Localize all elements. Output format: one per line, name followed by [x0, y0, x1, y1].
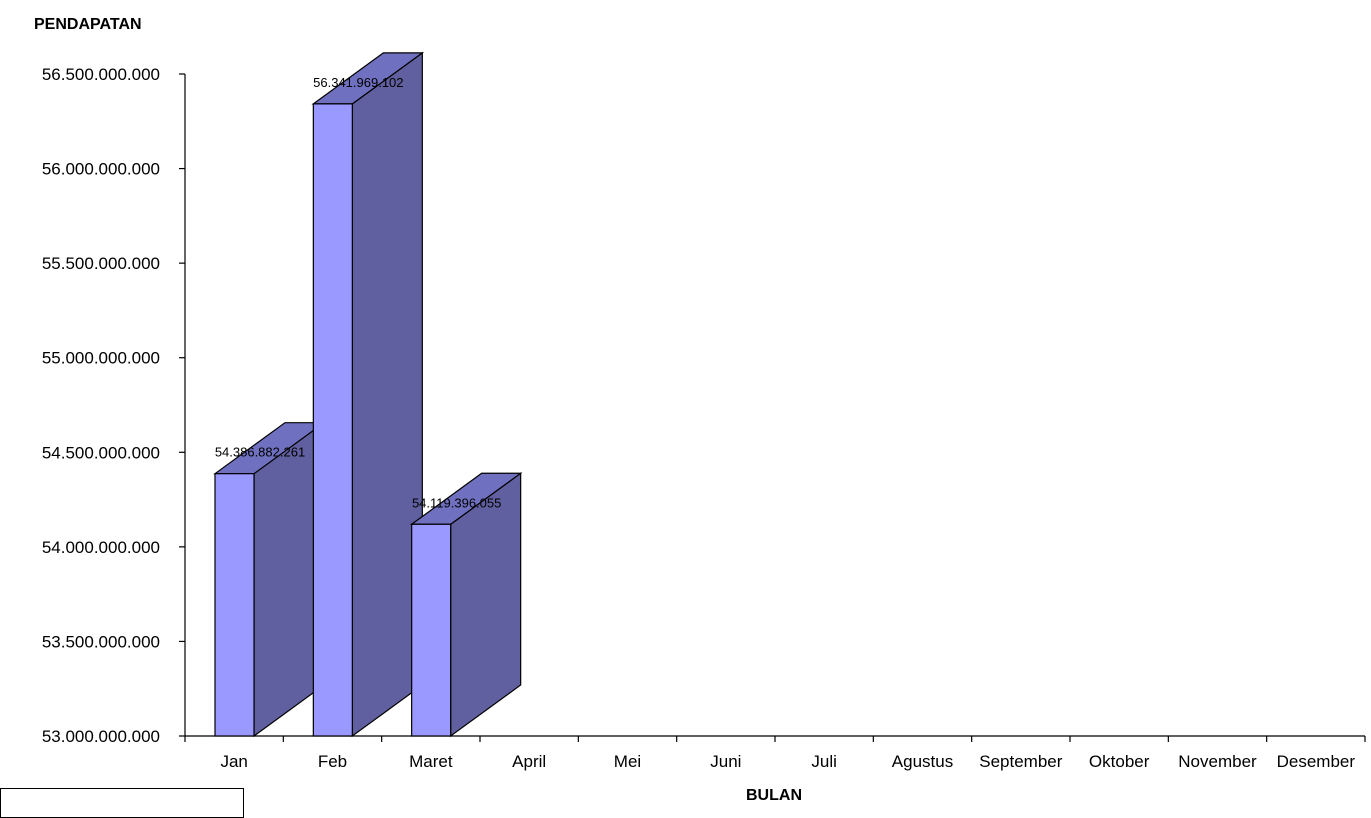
y-tick-label: 54.500.000.000 — [42, 443, 160, 462]
x-tick-label: April — [512, 752, 546, 771]
y-tick-label: 53.000.000.000 — [42, 727, 160, 746]
x-axis: Jan Feb Maret April Mei Juni Juli Agustus Septem… — [184, 735, 1366, 771]
x-tick-label: Mei — [614, 752, 641, 771]
data-label: 56.341.969.102 — [313, 75, 403, 90]
x-tick-label: November — [1178, 752, 1257, 771]
x-tick-label: Feb — [318, 752, 347, 771]
legend-box — [0, 788, 244, 818]
x-tick-label: Desember — [1277, 752, 1356, 771]
data-labels: 54.386.882.261 56.341.969.102 54.119.396.0… — [215, 75, 502, 510]
bar-front — [411, 523, 452, 737]
x-tick-label: Jan — [220, 752, 247, 771]
x-tick-label: September — [979, 752, 1062, 771]
bar-feb — [311, 51, 425, 738]
y-tick-label: 56.500.000.000 — [42, 65, 160, 84]
x-tick-label: Agustus — [892, 752, 953, 771]
y-axis-title: PENDAPATAN — [34, 16, 142, 33]
x-tick-label: Juni — [710, 752, 741, 771]
bar-front — [312, 103, 353, 737]
bars — [213, 51, 523, 738]
y-tick-label: 54.000.000.000 — [42, 538, 160, 557]
x-axis-title: BULAN — [746, 787, 802, 803]
bar-front — [214, 473, 255, 737]
y-tick-label: 53.500.000.000 — [42, 632, 160, 651]
y-tick-label: 55.000.000.000 — [42, 349, 160, 368]
bar-maret — [409, 472, 523, 738]
bar-jan — [213, 421, 326, 738]
y-tick-label: 55.500.000.000 — [42, 254, 160, 273]
data-label: 54.119.396.055 — [412, 495, 501, 510]
x-tick-label: Maret — [409, 752, 453, 771]
y-axis: 53.000.000.000 53.500.000.000 54.000.000.0… — [42, 65, 186, 746]
x-tick-label: Oktober — [1089, 752, 1150, 771]
x-tick-label: Juli — [811, 752, 837, 771]
y-tick-label: 56.000.000.000 — [42, 160, 160, 179]
data-label: 54.386.882.261 — [215, 445, 305, 460]
